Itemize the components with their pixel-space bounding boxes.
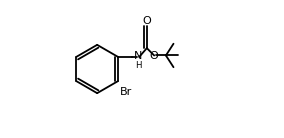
Text: O: O bbox=[150, 51, 158, 61]
Text: N: N bbox=[134, 51, 142, 61]
Text: H: H bbox=[135, 61, 141, 70]
Text: Br: Br bbox=[120, 87, 132, 97]
Text: O: O bbox=[143, 16, 151, 26]
